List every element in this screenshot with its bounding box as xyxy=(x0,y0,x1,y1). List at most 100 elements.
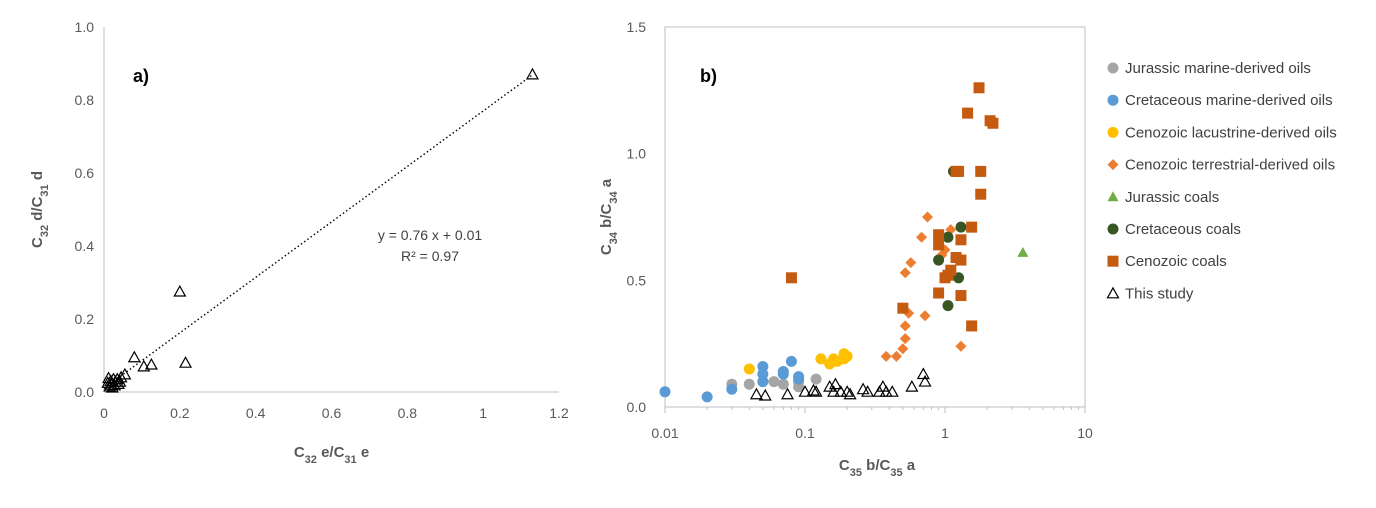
data-point xyxy=(828,377,842,390)
axis-title-part: e xyxy=(357,444,370,461)
data-point xyxy=(890,350,902,362)
data-point xyxy=(1017,246,1029,257)
data-point xyxy=(973,82,985,94)
y-tick-label: 0.4 xyxy=(75,238,95,254)
y-tick-label: 0.6 xyxy=(75,165,95,181)
data-point xyxy=(777,368,789,380)
axis-title-part: e/C xyxy=(317,444,345,461)
x-axis-title: C35 b/C35 a xyxy=(839,457,916,479)
data-point xyxy=(955,221,967,233)
data-point xyxy=(101,376,115,388)
data-point xyxy=(933,239,945,251)
axis-title-part: d/C xyxy=(29,196,46,224)
axis-title-part: 32 xyxy=(305,454,317,466)
data-point xyxy=(785,272,797,284)
y-tick-label: 0.2 xyxy=(75,311,95,327)
data-point xyxy=(144,357,158,370)
data-point xyxy=(840,385,854,397)
axis-title-part: b/C xyxy=(598,204,615,232)
x-tick-label: 0 xyxy=(100,405,108,421)
data-point xyxy=(105,380,119,393)
x-tick-label: 0.01 xyxy=(651,425,678,441)
legend-marker xyxy=(1107,159,1119,171)
axis-title-part: C xyxy=(598,244,615,255)
data-point xyxy=(757,360,769,372)
data-point xyxy=(916,231,928,243)
x-tick-label: 0.8 xyxy=(398,405,418,421)
data-point xyxy=(955,234,967,246)
data-point xyxy=(810,373,822,385)
trendline xyxy=(103,74,533,389)
x-axis-title: C32 e/C31 e xyxy=(294,444,369,466)
x-tick-label: 1 xyxy=(479,405,487,421)
data-point xyxy=(102,371,116,384)
x-tick-label: 1 xyxy=(941,425,949,441)
data-point xyxy=(757,376,769,388)
data-point xyxy=(897,343,909,355)
data-point xyxy=(899,320,911,332)
data-point xyxy=(777,378,789,390)
x-tick-label: 0.4 xyxy=(246,405,266,421)
y-axis-title: C34 b/C34 a xyxy=(598,178,620,255)
data-point xyxy=(899,333,911,345)
data-point xyxy=(885,385,899,397)
data-point xyxy=(137,359,151,372)
data-point xyxy=(758,388,772,401)
axis-title-part: C xyxy=(839,457,850,474)
data-point xyxy=(942,231,954,243)
data-point xyxy=(962,107,974,119)
axis-title-part: a xyxy=(598,178,615,191)
x-tick-label: 1.2 xyxy=(549,405,569,421)
legend-marker xyxy=(1107,126,1119,138)
axis-title-part: C xyxy=(294,444,305,461)
data-point xyxy=(179,356,193,368)
x-tick-label: 0.2 xyxy=(170,405,190,421)
data-point xyxy=(173,284,187,297)
data-point xyxy=(827,385,841,397)
plot-frame xyxy=(664,26,1086,408)
legend-marker xyxy=(1107,223,1119,235)
legend-marker xyxy=(1107,62,1119,74)
axis-title-part: 35 xyxy=(890,467,902,479)
y-tick-label: 0.0 xyxy=(627,399,647,415)
data-point xyxy=(933,287,945,299)
y-tick-label: 1.0 xyxy=(75,19,95,35)
data-point xyxy=(856,382,870,395)
data-point xyxy=(108,378,122,391)
axis-title-part: 31 xyxy=(344,454,356,466)
data-point xyxy=(953,165,965,177)
data-point xyxy=(785,355,797,367)
panel-a-chart: 0 0.2 0.4 0.6 0.8 1 1.2 0.0 0.2 0.4 0.6 0.8 1.0 C32 e… xyxy=(29,19,569,466)
data-point xyxy=(823,379,837,392)
data-point xyxy=(798,385,812,397)
data-point xyxy=(127,350,141,363)
data-point xyxy=(114,370,128,383)
axis-title-part: a xyxy=(903,457,916,474)
data-point xyxy=(933,254,945,266)
axis-title-part: 34 xyxy=(608,191,620,204)
data-point xyxy=(905,379,919,392)
data-point xyxy=(768,376,780,388)
data-point xyxy=(916,367,930,380)
data-point xyxy=(966,320,978,332)
data-point xyxy=(942,300,954,312)
data-point xyxy=(749,387,763,400)
panel-label: a) xyxy=(133,66,149,86)
y-tick-label: 0.8 xyxy=(75,92,95,108)
data-point xyxy=(975,188,987,200)
legend-label: Jurassic marine-derived oils xyxy=(1125,60,1311,77)
legend-marker xyxy=(1107,255,1119,267)
data-point xyxy=(955,340,967,352)
axis-title-part: 31 xyxy=(39,184,51,196)
data-point xyxy=(945,264,957,276)
data-point xyxy=(525,67,539,80)
y-tick-label: 0.0 xyxy=(75,384,95,400)
x-tick-label: 0.6 xyxy=(322,405,342,421)
data-point xyxy=(780,387,795,400)
legend-label: Jurassic coals xyxy=(1125,189,1219,206)
axis-title-part: 34 xyxy=(608,231,620,244)
data-point xyxy=(757,368,769,380)
axis-title-part: b/C xyxy=(862,457,890,474)
data-point xyxy=(113,375,127,387)
